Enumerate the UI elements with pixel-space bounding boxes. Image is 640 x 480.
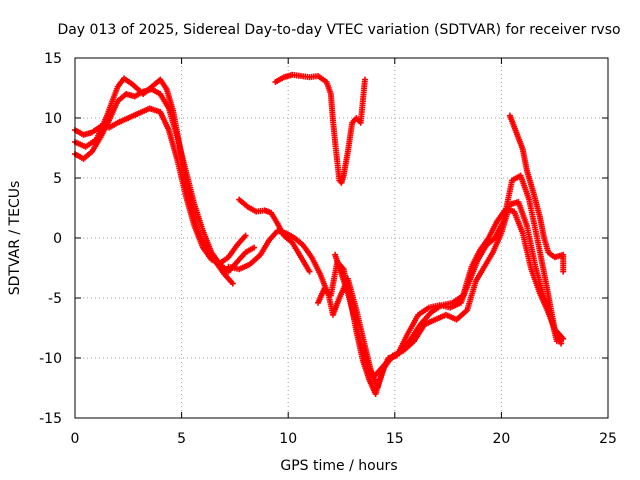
y-tick-label: -15 xyxy=(39,411,62,427)
x-tick-label: 10 xyxy=(279,431,297,447)
x-tick-label: 15 xyxy=(386,431,404,447)
plus-marker xyxy=(560,335,567,342)
plus-marker xyxy=(242,232,249,239)
x-tick-label: 20 xyxy=(492,431,510,447)
plus-marker xyxy=(306,268,313,275)
y-tick-label: 15 xyxy=(44,51,62,67)
x-tick-label: 25 xyxy=(599,431,617,447)
series-arc-9 xyxy=(272,71,368,186)
series-arc-4 xyxy=(236,196,313,275)
y-tick-label: -5 xyxy=(48,291,62,307)
tick-labels: 0 5 10 15 20 25 -15 -10 -5 0 5 10 15 xyxy=(39,51,617,447)
plus-marker xyxy=(251,244,258,251)
data-series xyxy=(72,71,567,397)
x-tick-label: 0 xyxy=(71,431,80,447)
x-tick-label: 5 xyxy=(177,431,186,447)
y-tick-label: 5 xyxy=(53,171,62,187)
series-arc-8 xyxy=(506,112,567,275)
plus-marker xyxy=(558,340,565,347)
y-tick-label: -10 xyxy=(39,351,62,367)
plus-marker xyxy=(560,268,567,275)
y-tick-label: 0 xyxy=(53,231,62,247)
series-arc-7 xyxy=(332,206,567,381)
x-axis-title: GPS time / hours xyxy=(280,458,397,474)
y-axis-title: SDTVAR / TECUs xyxy=(7,181,23,296)
y-tick-label: 10 xyxy=(44,111,62,127)
axis-ticks xyxy=(74,57,609,419)
series-arc-3 xyxy=(72,75,236,287)
chart-title: Day 013 of 2025, Sidereal Day-to-day VTE… xyxy=(57,22,620,38)
plus-marker xyxy=(361,76,368,83)
plus-marker xyxy=(229,280,236,287)
